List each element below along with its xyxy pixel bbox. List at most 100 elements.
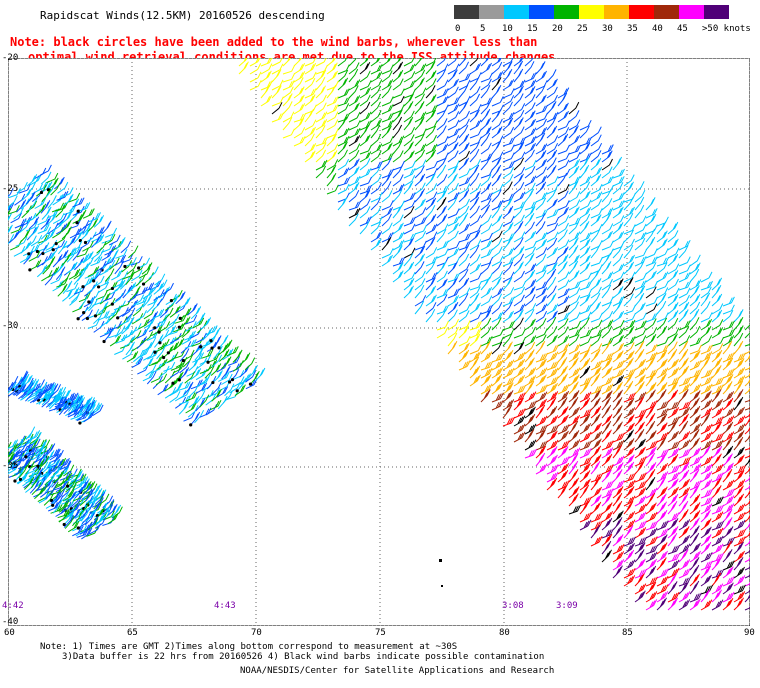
wind-barb: [535, 104, 548, 115]
wind-barb: [546, 256, 559, 267]
wind-barb: [348, 58, 357, 67]
wind-barb: [304, 71, 317, 83]
wind-barb: [28, 225, 40, 238]
wind-barb: [304, 77, 316, 91]
wind-barb: [535, 166, 547, 179]
wind-barb: [678, 469, 690, 483]
wind-barb: [722, 296, 735, 307]
wind-barb: [75, 525, 88, 537]
wind-barb: [524, 303, 537, 315]
wind-barb: [56, 213, 68, 226]
wind-barb: [656, 238, 668, 251]
wind-barb: [524, 439, 537, 451]
wind-barb: [722, 328, 735, 339]
wind-barb: [92, 296, 105, 306]
wind-barb: [557, 480, 570, 491]
wind-barb: [546, 397, 557, 411]
wind-barb: [458, 293, 469, 307]
wind-barb: [524, 413, 536, 427]
contamination-dot: [96, 285, 101, 289]
wind-barb: [733, 332, 744, 347]
time-label: 3:09: [556, 601, 578, 611]
wind-barb: [667, 553, 681, 563]
wind-barb: [47, 463, 58, 477]
legend-swatch-40: [654, 5, 679, 19]
wind-barb: [667, 526, 679, 539]
wind-barb: [557, 215, 570, 227]
wind-barb: [689, 592, 702, 603]
wind-barb: [13, 207, 24, 220]
wind-barb: [315, 85, 326, 99]
wind-barb: [33, 467, 44, 482]
wind-barb: [414, 117, 425, 131]
wind-barb: [612, 286, 624, 299]
wind-barb: [403, 141, 414, 155]
wind-barb: [370, 71, 383, 83]
wind-barb: [524, 86, 536, 99]
wind-barb: [733, 375, 746, 387]
wind-barb: [546, 217, 560, 227]
wind-barb: [381, 173, 392, 187]
wind-barb: [601, 464, 614, 475]
wind-barb: [601, 207, 614, 219]
wind-barb: [590, 373, 601, 387]
wind-barb: [337, 141, 348, 155]
wind-barb: [502, 79, 515, 91]
wind-barb: [381, 157, 392, 171]
wind-barb: [67, 403, 79, 416]
wind-barb: [601, 540, 612, 555]
wind-barb: [45, 256, 56, 270]
wind-barb: [667, 559, 680, 571]
wind-barb: [14, 224, 25, 238]
wind-barb: [40, 200, 51, 214]
wind-barb: [502, 152, 515, 163]
wind-barb: [348, 189, 360, 203]
wind-barb: [370, 221, 382, 235]
wind-barb: [491, 96, 504, 107]
wind-barb: [557, 430, 569, 443]
wind-barb: [370, 93, 382, 107]
wind-barb: [8, 205, 20, 215]
wind-barb: [403, 216, 416, 227]
wind-barb: [425, 191, 438, 203]
contamination-dot: [158, 341, 162, 345]
wind-barb: [46, 212, 57, 226]
wind-barb: [491, 277, 502, 291]
wind-barb: [700, 599, 713, 611]
contamination-dot: [177, 378, 181, 382]
wind-barb: [634, 302, 646, 315]
wind-barb: [535, 280, 548, 291]
wind-barb: [513, 261, 524, 275]
wind-barb: [524, 188, 535, 203]
wind-barb: [8, 207, 12, 216]
wind-barb: [53, 449, 64, 463]
wind-barb: [381, 135, 394, 147]
wind-barb: [502, 277, 513, 291]
wind-barb: [458, 84, 469, 99]
wind-barb: [634, 358, 646, 371]
wind-barb: [469, 374, 481, 387]
wind-barb: [678, 599, 691, 611]
y-tick-minus40: -40: [2, 617, 19, 627]
wind-barb: [480, 62, 492, 75]
wind-barb: [60, 219, 72, 233]
wind-barb: [447, 111, 460, 123]
wind-barb: [733, 493, 745, 507]
wind-barb: [179, 297, 191, 309]
wind-barb: [513, 93, 524, 107]
wind-barb: [73, 230, 84, 244]
wind-barb: [480, 351, 493, 363]
wind-barb: [546, 430, 558, 443]
wind-barb: [645, 502, 657, 515]
wind-barb: [744, 556, 750, 563]
wind-barb: [524, 182, 536, 195]
wind-barb: [733, 503, 746, 515]
wind-barb: [568, 493, 579, 507]
wind-barb: [634, 487, 647, 499]
wind-barb: [524, 269, 536, 283]
wind-barb: [35, 203, 47, 217]
wind-barb: [513, 117, 524, 131]
wind-barb: [568, 414, 581, 427]
wind-barb: [601, 352, 614, 363]
wind-barb: [689, 279, 702, 291]
